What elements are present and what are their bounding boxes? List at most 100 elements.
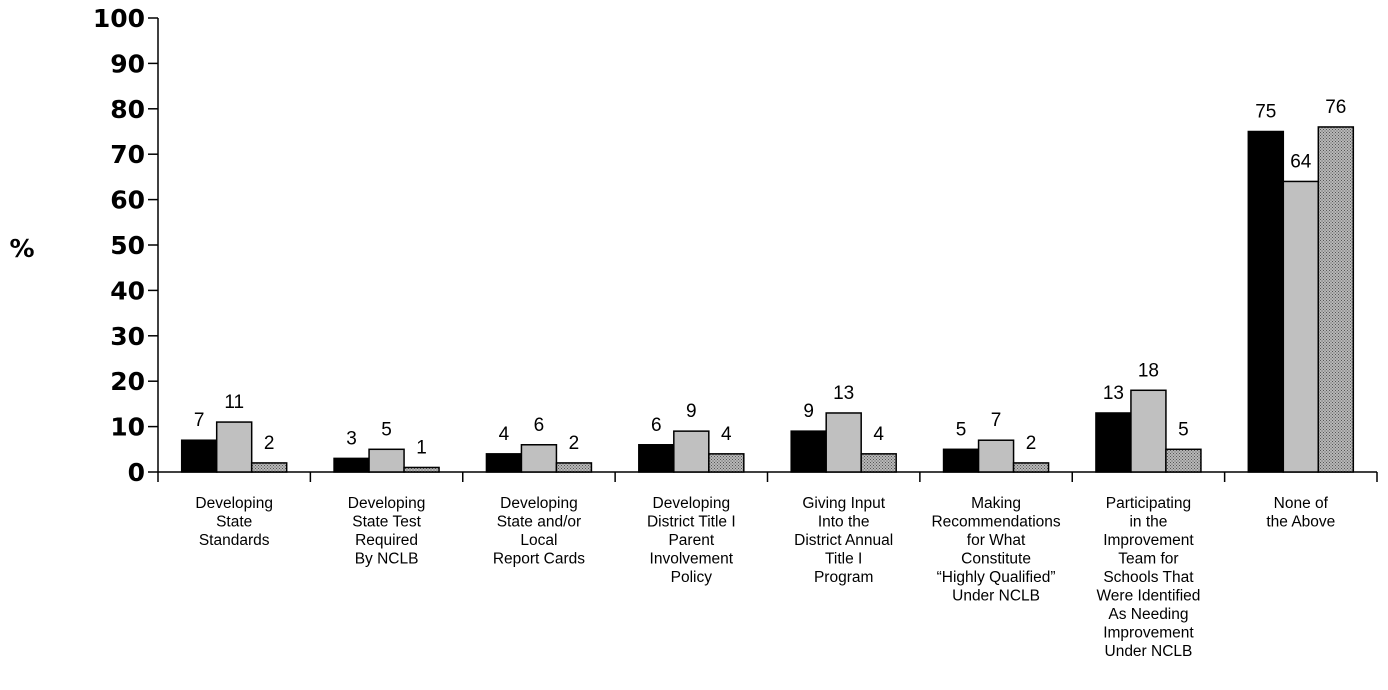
category-label-line: Involvement [650,551,734,568]
bar-series-3 [1317,126,1355,473]
bar-series-1 [485,453,523,473]
bar-series-1 [333,457,370,473]
category-label-line: Schools That [1103,569,1194,586]
data-label: 1 [416,437,427,458]
category-label-line: District Title I [647,514,736,531]
category-label-line: “Highly Qualified” [937,569,1056,586]
category-label-line: Constitute [961,551,1031,568]
category-label-line: Improvement [1103,625,1194,642]
data-label: 7 [194,410,205,431]
data-label: 64 [1290,151,1312,172]
category-label: Giving Input Into the District Annual Title… [794,495,893,586]
bar-series-1 [1247,130,1285,473]
bar-series-1 [1095,412,1132,473]
category-label-line: As Needing [1108,606,1188,623]
category-label-line: State Test [352,514,421,531]
bar-series-1 [638,444,675,473]
category-label-line: for What [967,532,1026,549]
data-label: 6 [651,415,662,436]
bar-series-1 [790,430,827,473]
bar-series-3 [555,462,593,473]
y-tick-label: 30 [110,322,145,351]
category-label: Developing District Title I Parent Involvem… [647,495,736,586]
x-axis [157,471,1378,482]
bar-series-1 [180,439,218,473]
y-tick-label: 60 [110,186,145,215]
bar-series-3 [403,466,440,473]
data-label: 11 [224,392,244,413]
bar-series-3 [1165,448,1202,473]
category-label-line: Policy [671,569,713,586]
category-label-line: Under NCLB [952,588,1040,605]
category-label-line: Developing [500,495,578,512]
category-label-line: Title I [825,551,862,568]
bar-series-1 [942,448,980,473]
y-tick-label: 90 [110,49,145,78]
y-tick-label: 10 [110,413,145,442]
bar-series-2 [1282,180,1320,473]
data-label: 4 [499,424,510,445]
data-label: 5 [381,419,392,440]
data-label: 75 [1255,102,1276,123]
y-axis-label: % [9,234,34,263]
category-label: Participating in the Improvement Team for Sc… [1096,495,1200,660]
category-label: Developing State and/or Local Report Cards [493,495,585,568]
category-label-line: Were Identified [1096,588,1200,605]
bar-series-2 [977,439,1015,473]
category-label-line: Report Cards [493,551,585,568]
bar-series-3 [708,453,745,473]
category-label-line: State [216,514,252,531]
y-tick-label: 0 [128,458,145,487]
y-tick-label: 80 [110,95,145,124]
bar-series-3 [250,462,288,473]
category-label-line: District Annual [794,532,893,549]
y-tick-label: 50 [110,231,145,260]
data-label: 76 [1325,97,1346,118]
data-label: 18 [1138,360,1159,381]
bar-series-2 [673,430,710,473]
data-label: 4 [721,424,732,445]
category-label-line: Standards [199,532,270,549]
data-label: 5 [1178,419,1189,440]
bar-series-2 [520,444,558,473]
data-label: 9 [803,401,814,422]
y-tick-label: 20 [110,367,145,396]
category-label: Developing State Test Required By NCLB [348,495,426,568]
y-tick-label: 100 [93,4,145,33]
bar-series-2 [215,421,253,473]
category-label: Making Recommendations for What Constitute “… [931,495,1060,605]
bar-series-3 [1012,462,1050,473]
category-label-line: Making [971,495,1021,512]
category-label-line: None of [1274,495,1329,512]
category-label-line: Team for [1118,551,1178,568]
category-label-line: Improvement [1103,532,1194,549]
y-tick-label: 40 [110,276,145,305]
category-label: Developing State Standards [195,495,273,549]
category-label-line: Developing [653,495,731,512]
data-label: 13 [1103,383,1124,404]
category-label-line: Recommendations [931,514,1060,531]
data-label: 2 [1026,433,1037,454]
bar-series-2 [1130,389,1167,473]
category-label-line: Local [520,532,557,549]
category-label-line: Participating [1106,495,1191,512]
category-label-line: the Above [1266,514,1335,531]
category-label-line: Program [814,569,873,586]
category-label-line: in the [1129,514,1167,531]
data-label: 2 [264,433,275,454]
data-label: 5 [956,419,967,440]
data-label: 9 [686,401,697,422]
data-label: 7 [991,410,1002,431]
category-label-line: State and/or [497,514,581,531]
category-labels: Developing State Standards Developing State … [195,495,1335,660]
category-label-line: Under NCLB [1105,643,1193,660]
data-label: 2 [569,433,580,454]
data-label: 13 [833,383,854,404]
bar-series-2 [368,448,405,473]
category-label: None of the Above [1266,495,1335,531]
value-labels: 7 3 4 6 9 5 13 75 11 5 6 9 13 7 18 64 2 1 2 4 4 2 5 76 [194,97,1346,458]
data-label: 3 [346,428,357,449]
data-label: 4 [873,424,884,445]
category-label-line: Parent [668,532,714,549]
